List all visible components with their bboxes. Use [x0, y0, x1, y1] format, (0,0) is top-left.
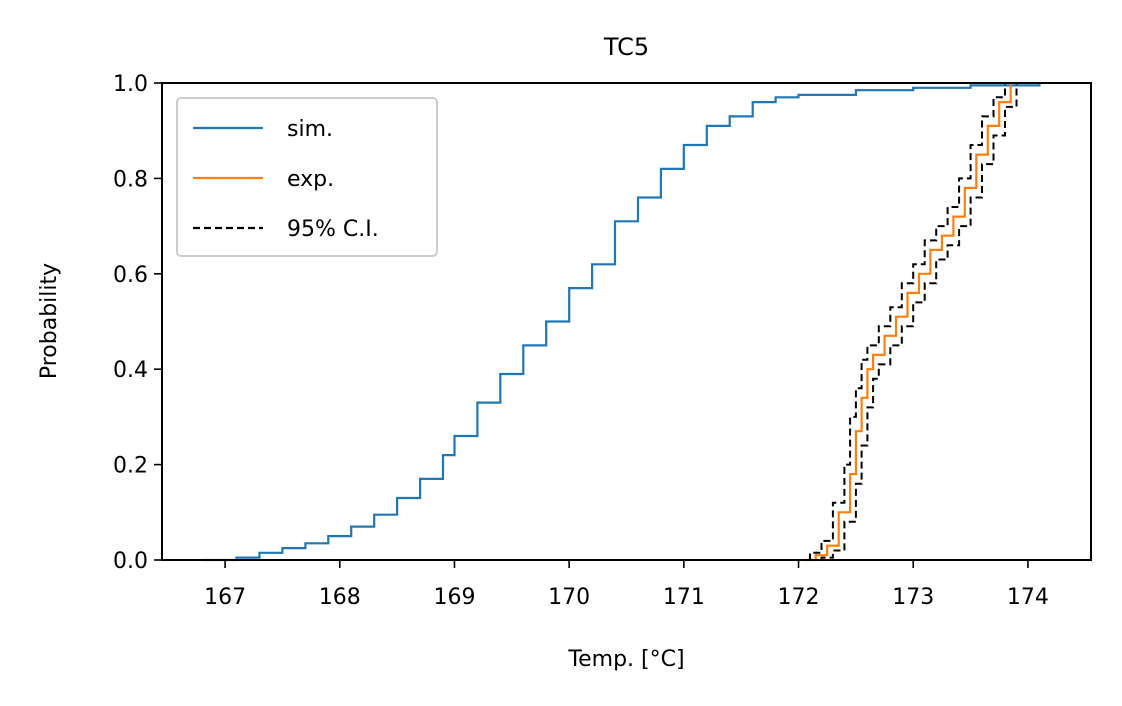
legend-box — [176, 97, 438, 257]
x-axis-label: Temp. [°C] — [567, 647, 684, 672]
legend-label-2: 95% C.I. — [287, 217, 379, 242]
plot-frame — [161, 82, 1092, 561]
x-tick-label: 172 — [778, 585, 820, 610]
legend: sim. exp. 95% C.I. — [176, 97, 438, 257]
x-tick-label: 167 — [204, 585, 246, 610]
y-axis: 0.0 0.2 0.4 0.6 0.8 1.0 — [113, 72, 162, 574]
legend-label-0: sim. — [287, 117, 333, 142]
series-line-1 — [804, 83, 1012, 562]
x-tick-label: 173 — [892, 585, 934, 610]
y-tick-label: 0.6 — [113, 263, 148, 288]
x-tick-label: 169 — [433, 585, 475, 610]
series-line-2 — [798, 83, 1006, 561]
x-tick-label: 174 — [1007, 585, 1049, 610]
series-line-3 — [810, 83, 1018, 561]
chart-title: TC5 — [603, 33, 649, 61]
legend-label-1: exp. — [287, 167, 334, 192]
y-tick-label: 0.4 — [113, 358, 148, 383]
series-line-0 — [202, 83, 1041, 562]
y-tick-label: 1.0 — [113, 72, 148, 97]
x-tick-label: 171 — [663, 585, 705, 610]
y-tick-label: 0.0 — [113, 549, 148, 574]
plot-lines — [202, 83, 1041, 562]
x-axis: 167 168 169 170 171 172 173 174 — [204, 560, 1049, 610]
y-axis-label: Probability — [37, 263, 62, 379]
y-tick-label: 0.8 — [113, 167, 148, 192]
x-tick-label: 168 — [319, 585, 361, 610]
x-tick-label: 170 — [548, 585, 590, 610]
y-tick-label: 0.2 — [113, 454, 148, 479]
